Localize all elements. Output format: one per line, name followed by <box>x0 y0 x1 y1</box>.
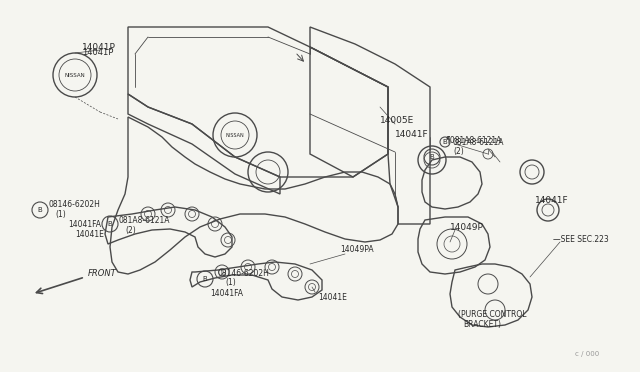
Text: FRONT: FRONT <box>88 269 116 279</box>
Text: NISSAN: NISSAN <box>226 132 244 138</box>
Text: BRACKET): BRACKET) <box>463 320 501 328</box>
Text: 14049P: 14049P <box>450 222 484 231</box>
Text: B: B <box>108 221 113 227</box>
Text: 14005E: 14005E <box>380 115 414 125</box>
Text: 14041P: 14041P <box>82 42 116 51</box>
Text: (2): (2) <box>125 225 136 234</box>
Text: B: B <box>38 207 42 213</box>
Text: (PURGE CONTROL: (PURGE CONTROL <box>458 310 527 318</box>
Text: 14041FA: 14041FA <box>210 289 243 298</box>
Text: 14041F: 14041F <box>395 129 429 138</box>
Text: —SEE SEC.223: —SEE SEC.223 <box>553 234 609 244</box>
Text: 14041E: 14041E <box>318 292 347 301</box>
Text: ¶081A8-6121A: ¶081A8-6121A <box>445 135 501 144</box>
Text: 14041E: 14041E <box>75 230 104 238</box>
Text: 081A8-6121A: 081A8-6121A <box>118 215 170 224</box>
Text: B: B <box>443 139 447 145</box>
Text: (1): (1) <box>225 279 236 288</box>
Text: 14041P: 14041P <box>82 48 113 57</box>
Text: 14041FA: 14041FA <box>68 219 101 228</box>
Text: NISSAN: NISSAN <box>65 73 85 77</box>
Text: 14041F: 14041F <box>535 196 568 205</box>
Text: 14049PA: 14049PA <box>340 246 374 254</box>
Text: 081A8-6121A: 081A8-6121A <box>453 138 504 147</box>
Text: c / 000: c / 000 <box>575 351 599 357</box>
Text: (1): (1) <box>55 209 66 218</box>
Text: B: B <box>203 276 207 282</box>
Text: (2): (2) <box>453 147 464 155</box>
Text: B: B <box>429 154 435 160</box>
Text: 08146-6202H: 08146-6202H <box>218 269 270 278</box>
Text: 08146-6202H: 08146-6202H <box>48 199 100 208</box>
